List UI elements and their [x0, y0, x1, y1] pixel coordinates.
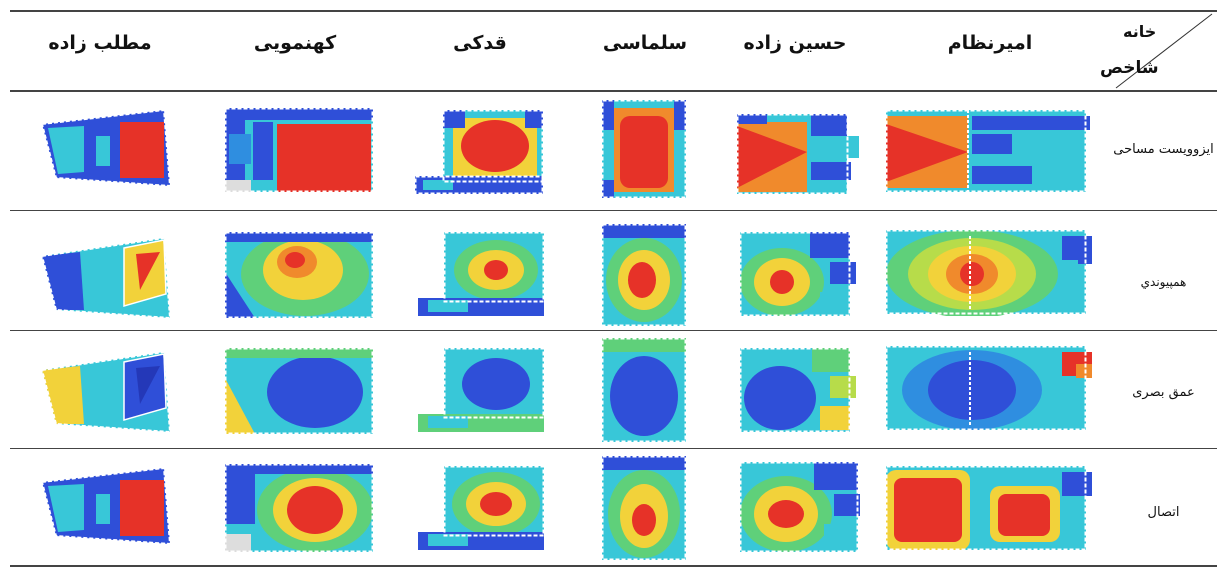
table-bottom-rule: [10, 565, 1217, 567]
column-header-kohanmouei: کهنمویی: [253, 32, 337, 54]
plan-integration-kohanmouei: [225, 232, 375, 320]
plan-isovist-amir-nezam: [886, 110, 1091, 192]
plan-isovist-hosseinzadeh: [737, 108, 862, 196]
plan-connectivity-ghadaki: [418, 466, 558, 552]
corner-header-house: خانه: [1123, 22, 1157, 41]
plan-connectivity-salmasi: [600, 456, 690, 562]
plan-depth-kohanmouei: [225, 348, 375, 436]
column-header-amir-nezam: امیرنظام: [947, 32, 1033, 54]
corner-header-index: شاخص: [1100, 58, 1159, 78]
plan-integration-hosseinzadeh: [740, 232, 860, 318]
plan-connectivity-amir-nezam: [886, 466, 1096, 552]
row-label-visual-depth: عمق بصری: [1132, 385, 1195, 400]
table-top-rule: [10, 10, 1217, 12]
plan-depth-amir-nezam: [886, 346, 1096, 432]
plan-isovist-salmasi: [600, 100, 690, 200]
row-label-integration: همپیوندي: [1140, 275, 1187, 289]
row-divider: [10, 448, 1217, 449]
corner-diagonal-line: [1115, 13, 1213, 89]
plan-depth-ghadaki: [418, 348, 558, 434]
plan-connectivity-kohanmouei: [225, 464, 375, 554]
row-divider: [10, 210, 1217, 211]
plan-integration-salmasi: [600, 224, 690, 328]
column-header-motallebzadeh: مطلب زاده: [48, 32, 152, 54]
header-bottom-rule: [10, 90, 1217, 92]
plan-integration-ghadaki: [418, 232, 558, 318]
plan-depth-salmasi: [600, 338, 690, 444]
plan-connectivity-motallebzadeh: [40, 464, 175, 550]
plan-isovist-ghadaki: [415, 110, 555, 196]
column-header-ghadaki: قدکی: [453, 32, 507, 54]
plan-depth-hosseinzadeh: [740, 348, 860, 434]
row-divider: [10, 330, 1217, 331]
plan-integration-amir-nezam: [886, 230, 1096, 316]
plan-integration-motallebzadeh: [40, 234, 175, 320]
column-header-hosseinzadeh: حسین زاده: [743, 32, 847, 54]
row-label-connectivity: اتصال: [1147, 505, 1180, 520]
plan-isovist-kohanmouei: [225, 108, 375, 194]
plan-isovist-motallebzadeh: [40, 106, 175, 190]
row-label-isovist-area: ایزوویست مساحی: [1113, 142, 1214, 157]
visibility-graph-table: خانه شاخص امیرنظام حسین زاده سلماسی قدکی…: [10, 0, 1217, 567]
plan-depth-motallebzadeh: [40, 348, 175, 434]
column-header-salmasi: سلماسی: [602, 32, 688, 54]
plan-connectivity-hosseinzadeh: [740, 462, 865, 554]
